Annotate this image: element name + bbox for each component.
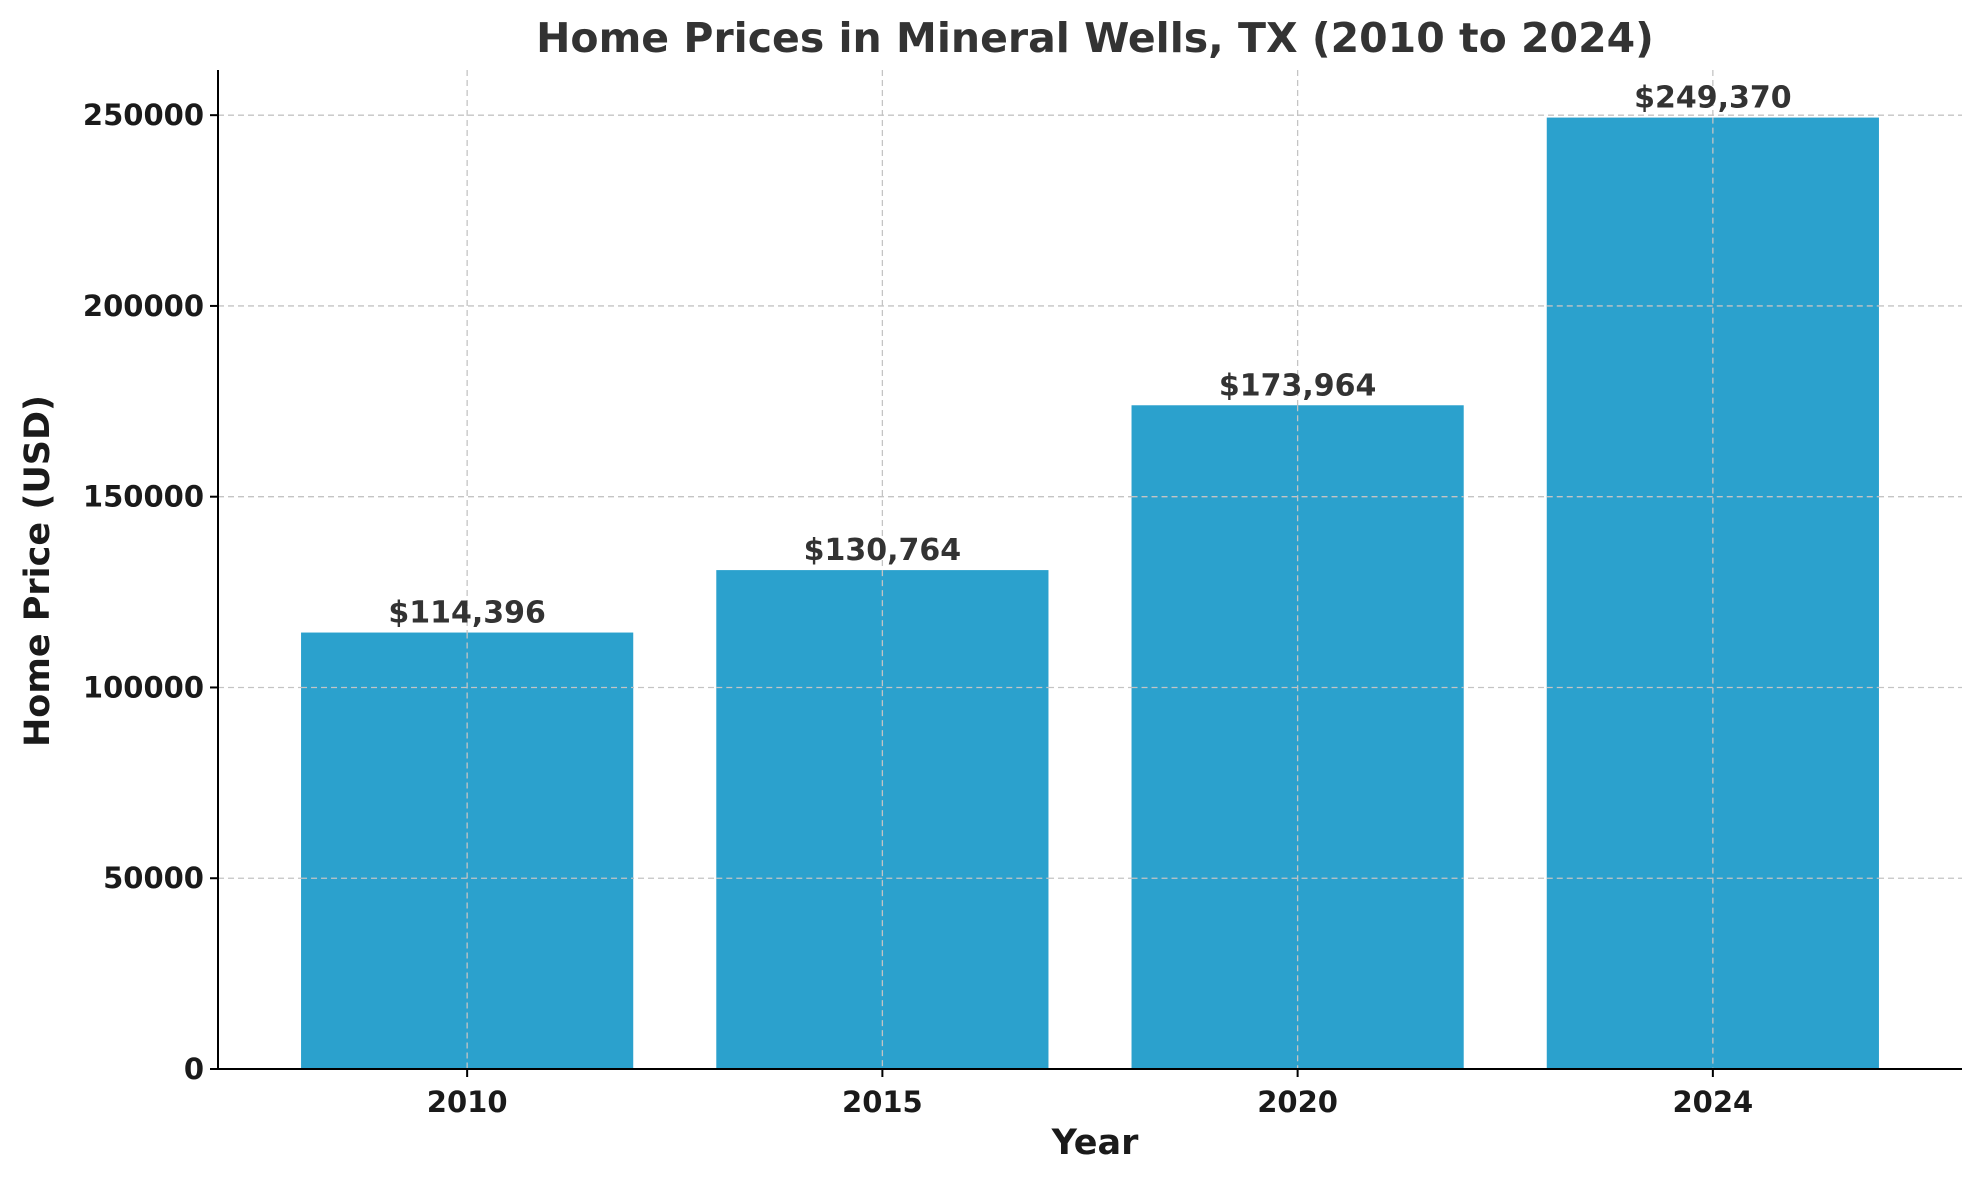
data-label-2024: $249,370 — [1634, 81, 1792, 116]
y-tick-label: 250000 — [83, 98, 204, 132]
y-tick-label: 150000 — [83, 480, 204, 514]
y-tick-label: 200000 — [83, 289, 204, 323]
y-tick-label: 0 — [184, 1052, 204, 1086]
x-tick-label: 2020 — [1257, 1085, 1338, 1119]
x-tick-label: 2010 — [427, 1085, 508, 1119]
bars — [301, 117, 1879, 1070]
chart-title: Home Prices in Mineral Wells, TX (2010 t… — [536, 14, 1654, 62]
y-tick-label: 100000 — [83, 670, 204, 704]
y-tick-label: 50000 — [103, 861, 204, 895]
data-labels: $114,396 $130,764 $173,964 $249,370 — [301, 81, 1879, 1069]
x-tick-label: 2015 — [842, 1085, 923, 1119]
y-axis-label: Home Price (USD) — [18, 395, 58, 747]
axes: 0 50000 100000 150000 200000 250000 2010 2015 20… — [83, 70, 1962, 1119]
data-label-2010: $114,396 — [388, 596, 546, 631]
x-axis-label: Year — [1051, 1123, 1139, 1163]
data-label-2020: $173,964 — [1219, 368, 1377, 403]
x-tick-label: 2024 — [1672, 1085, 1753, 1119]
data-label-2015: $130,764 — [804, 533, 962, 568]
